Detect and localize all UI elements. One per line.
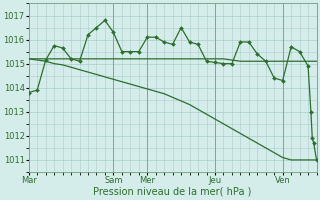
X-axis label: Pression niveau de la mer( hPa ): Pression niveau de la mer( hPa ) xyxy=(93,187,252,197)
